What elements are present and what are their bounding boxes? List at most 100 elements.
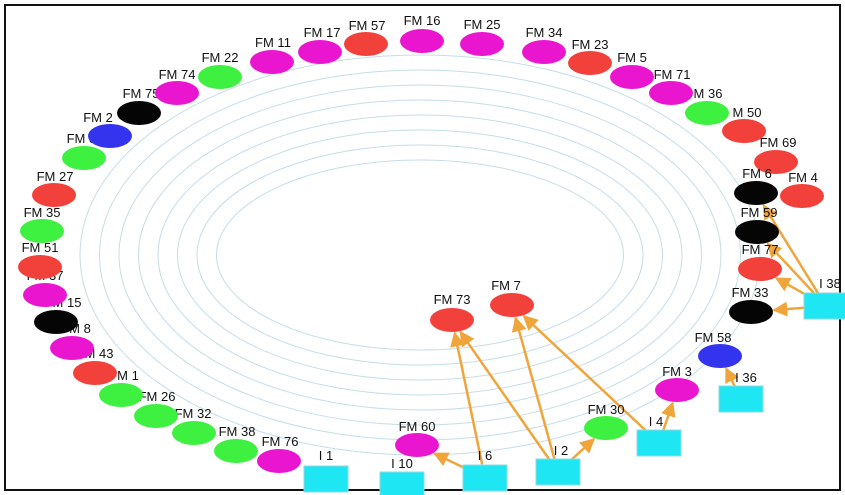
node-shape [522, 40, 566, 64]
node-shape [754, 150, 798, 174]
node-fm30[interactable]: FM 30 [584, 402, 628, 440]
node-fm34[interactable]: FM 34 [522, 25, 566, 64]
source-i4[interactable]: I 4 [636, 414, 682, 457]
source-i10[interactable]: I 10 [379, 456, 425, 495]
node-shape [460, 32, 504, 56]
node-fm17[interactable]: FM 17 [298, 25, 342, 64]
node-label: M 50 [733, 105, 762, 120]
concentric-rings [79, 54, 761, 456]
edge-i4-fm3 [661, 401, 676, 431]
edges [432, 203, 820, 474]
node-shape [649, 81, 693, 105]
edge-i38-fm6 [762, 203, 820, 295]
node-fm60[interactable]: FM 60 [395, 419, 439, 457]
node-fm73[interactable]: FM 73 [430, 292, 474, 332]
node-label: FM 59 [741, 205, 778, 220]
node-fm59[interactable]: FM 59 [735, 205, 779, 244]
node-fm51[interactable]: FM 51 [18, 240, 62, 279]
node-fm71[interactable]: FM 71 [649, 67, 693, 105]
node-fm3[interactable]: FM 3 [655, 364, 699, 402]
node-label: FM 32 [175, 406, 212, 421]
node-fm25[interactable]: FM 25 [460, 17, 504, 56]
source-i1[interactable]: I 1 [303, 448, 349, 493]
node-shape [23, 283, 67, 307]
source-shape [379, 471, 425, 495]
node-fm50[interactable]: M 50 [722, 105, 766, 143]
node-shape [117, 101, 161, 125]
node-fm4[interactable]: FM 4 [780, 170, 824, 208]
node-fm26[interactable]: FM 26 [134, 389, 178, 428]
ring [196, 144, 644, 366]
node-shape [568, 51, 612, 75]
node-fm33[interactable]: FM 33 [729, 285, 773, 324]
source-i38[interactable]: I 38 [803, 276, 845, 320]
node-fm6[interactable]: FM 6 [734, 166, 778, 205]
source-shape [636, 429, 682, 457]
node-fm58[interactable]: FM 58 [695, 330, 742, 368]
node-fm76[interactable]: FM 76 [257, 434, 301, 473]
node-shape [738, 257, 782, 281]
node-fm35[interactable]: FM 35 [20, 205, 64, 243]
node-shape [734, 181, 778, 205]
source-i6[interactable]: I 6 [462, 448, 508, 492]
node-fm27[interactable]: FM 27 [32, 169, 76, 207]
node-shape [257, 449, 301, 473]
edge-i36-fm58 [724, 367, 739, 387]
node-label: FM 69 [760, 135, 797, 150]
node-label: FM 73 [434, 292, 471, 307]
node-shape [155, 81, 199, 105]
node-fm32[interactable]: FM 32 [172, 406, 216, 445]
node-fm69[interactable]: FM 69 [754, 135, 798, 174]
node-shape [610, 65, 654, 89]
nodes: FM 57 FM 16 FM 25 FM 34 FM 23 FM 5 FM 71M 36 M … [18, 13, 845, 495]
node-label: M 36 [694, 86, 723, 101]
node-shape [20, 219, 64, 243]
node-shape [34, 310, 78, 334]
node-label: FM 58 [695, 330, 732, 345]
node-label: FM 5 [617, 50, 647, 65]
node-label: FM 23 [572, 37, 609, 52]
node-label: FM 2 [83, 110, 113, 125]
node-label: FM 33 [732, 285, 769, 300]
node-fm36[interactable]: M 36 [685, 86, 729, 125]
node-fm77[interactable]: FM 77 [738, 242, 782, 281]
node-shape [62, 146, 106, 170]
source-label: I 1 [319, 448, 333, 463]
source-label: I 38 [819, 276, 841, 291]
node-fm23[interactable]: FM 23 [568, 37, 612, 75]
node-fm7[interactable]: FM 7 [490, 278, 534, 317]
node-fm22[interactable]: FM 22 [198, 50, 242, 89]
node-label: FM 27 [37, 169, 74, 184]
node-shape [685, 101, 729, 125]
node-fm38[interactable]: FM 38 [214, 424, 258, 463]
node-fm2[interactable]: FM 2 [83, 110, 132, 148]
node-fm5[interactable]: FM 5 [610, 50, 654, 89]
node-label: FM 60 [399, 419, 436, 434]
node-fm57[interactable]: FM 57 [344, 18, 388, 56]
source-label: I 6 [478, 448, 492, 463]
source-label: I 10 [391, 456, 413, 471]
source-i36[interactable]: I 36 [718, 370, 764, 413]
node-fm11[interactable]: FM 11 [250, 35, 294, 74]
node-label: FM 4 [788, 170, 818, 185]
node-shape [250, 50, 294, 74]
edge-i38-fm59 [766, 242, 818, 297]
node-shape [298, 40, 342, 64]
node-shape [584, 416, 628, 440]
node-fm16[interactable]: FM 16 [400, 13, 444, 53]
node-fm74[interactable]: FM 74 [155, 67, 199, 105]
node-shape [172, 421, 216, 445]
node-shape [698, 344, 742, 368]
ring [138, 99, 702, 411]
node-fm75[interactable]: FM 75 [117, 86, 161, 125]
node-label: FM 3 [662, 364, 692, 379]
source-label: I 36 [735, 370, 757, 385]
node-shape [134, 404, 178, 428]
source-i2[interactable]: I 2 [535, 443, 581, 486]
edge-i4-fm7 [522, 315, 650, 435]
edge-i2-fm7 [511, 316, 556, 459]
node-shape [735, 220, 779, 244]
source-shape [803, 292, 845, 320]
node-shape [198, 65, 242, 89]
